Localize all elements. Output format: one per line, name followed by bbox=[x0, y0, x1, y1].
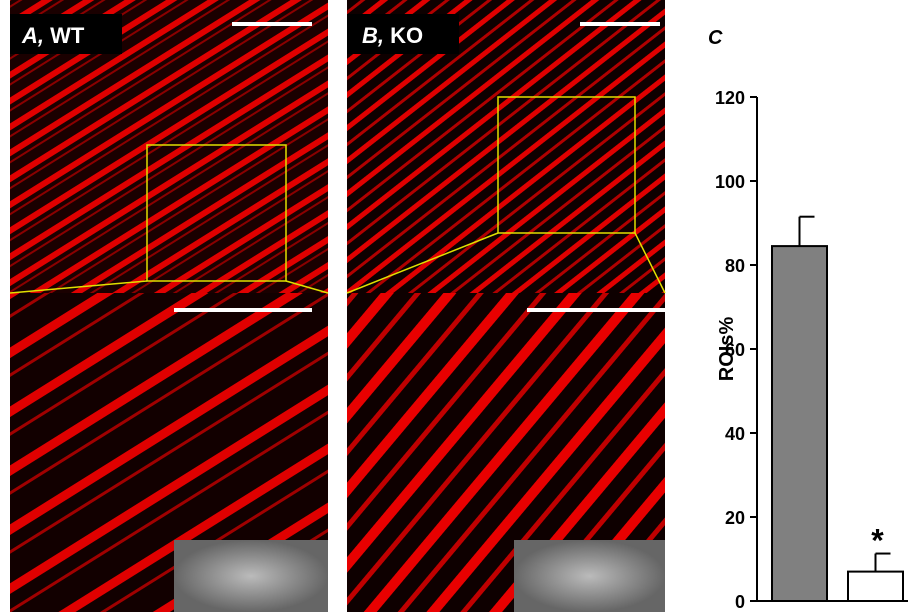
y-tick-label: 20 bbox=[725, 508, 745, 528]
panel-name: WT bbox=[50, 23, 85, 48]
inset bbox=[174, 540, 328, 612]
y-tick-label: 40 bbox=[725, 424, 745, 444]
panel-label: A, WT bbox=[21, 23, 85, 48]
inset bbox=[514, 540, 665, 612]
y-tick-label: 0 bbox=[735, 592, 745, 612]
panel-label: C bbox=[708, 27, 723, 49]
panel-b: B, KO bbox=[347, 0, 665, 612]
y-tick-label: 120 bbox=[715, 88, 745, 108]
panel-name: KO bbox=[390, 23, 423, 48]
panel-a: A, WT bbox=[10, 0, 328, 612]
y-tick-label: 80 bbox=[725, 256, 745, 276]
panel-letter: B, bbox=[362, 23, 384, 48]
figure: A, WT B, KO C ROIs% 020406080100120* bbox=[0, 0, 908, 612]
panel-letter: A, bbox=[21, 23, 44, 48]
bar bbox=[848, 572, 903, 601]
panel-label: B, KO bbox=[362, 23, 423, 48]
annotation: * bbox=[871, 523, 884, 559]
y-tick-label: 60 bbox=[725, 340, 745, 360]
y-tick-label: 100 bbox=[715, 172, 745, 192]
bar bbox=[772, 246, 827, 601]
